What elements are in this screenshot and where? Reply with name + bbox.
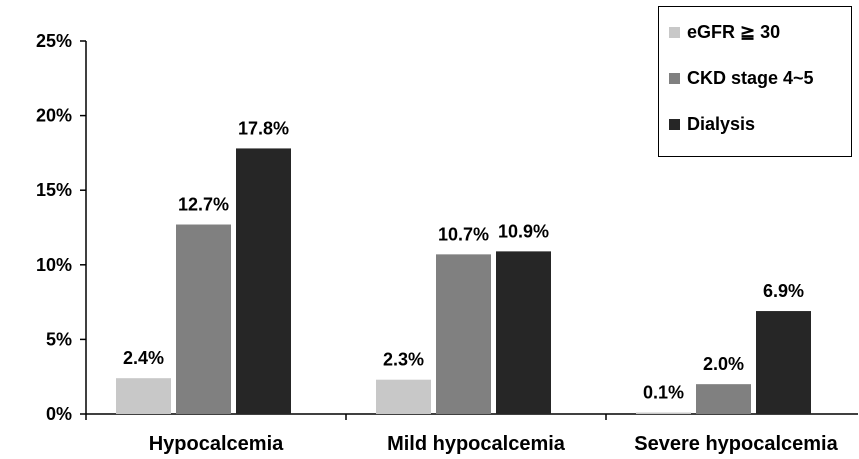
x-category-label: Mild hypocalcemia: [387, 433, 566, 455]
y-tick-label: 5%: [46, 329, 72, 349]
bar-value-label: 2.0%: [703, 354, 744, 374]
bar: [176, 224, 231, 414]
y-tick-label: 10%: [36, 255, 72, 275]
bar: [376, 379, 431, 414]
legend-swatch-egfr: [669, 26, 680, 38]
y-tick-label: 25%: [36, 31, 72, 51]
bar: [236, 148, 291, 414]
bar: [436, 254, 491, 414]
bar-value-label: 0.1%: [643, 383, 684, 403]
y-tick-label: 15%: [36, 180, 72, 200]
legend: eGFR ≧ 30 CKD stage 4~5 Dialysis: [658, 6, 852, 157]
bar-value-label: 6.9%: [763, 281, 804, 301]
bar-value-label: 2.4%: [123, 348, 164, 368]
bar-value-label: 12.7%: [178, 195, 229, 215]
legend-item-ckd: CKD stage 4~5: [669, 65, 814, 91]
legend-item-egfr: eGFR ≧ 30: [669, 19, 780, 45]
legend-item-dialysis: Dialysis: [669, 111, 755, 137]
y-tick-label: 0%: [46, 404, 72, 424]
y-tick-label: 20%: [36, 106, 72, 126]
x-category-label: Hypocalcemia: [149, 433, 284, 455]
bar: [756, 311, 811, 414]
bar-value-label: 2.3%: [383, 350, 424, 370]
bar: [116, 378, 171, 414]
legend-swatch-ckd: [669, 72, 680, 84]
bar-value-label: 10.7%: [438, 224, 489, 244]
bar: [636, 412, 691, 414]
x-category-label: Severe hypocalcemia: [634, 433, 838, 455]
bar: [496, 251, 551, 414]
bar-value-label: 17.8%: [238, 118, 289, 138]
legend-swatch-dialysis: [669, 118, 680, 130]
legend-label-dialysis: Dialysis: [687, 113, 756, 134]
legend-label-egfr: eGFR ≧ 30: [687, 21, 781, 42]
legend-label-ckd: CKD stage 4~5: [687, 67, 814, 88]
bar-value-label: 10.9%: [498, 221, 549, 241]
bar: [696, 384, 751, 414]
